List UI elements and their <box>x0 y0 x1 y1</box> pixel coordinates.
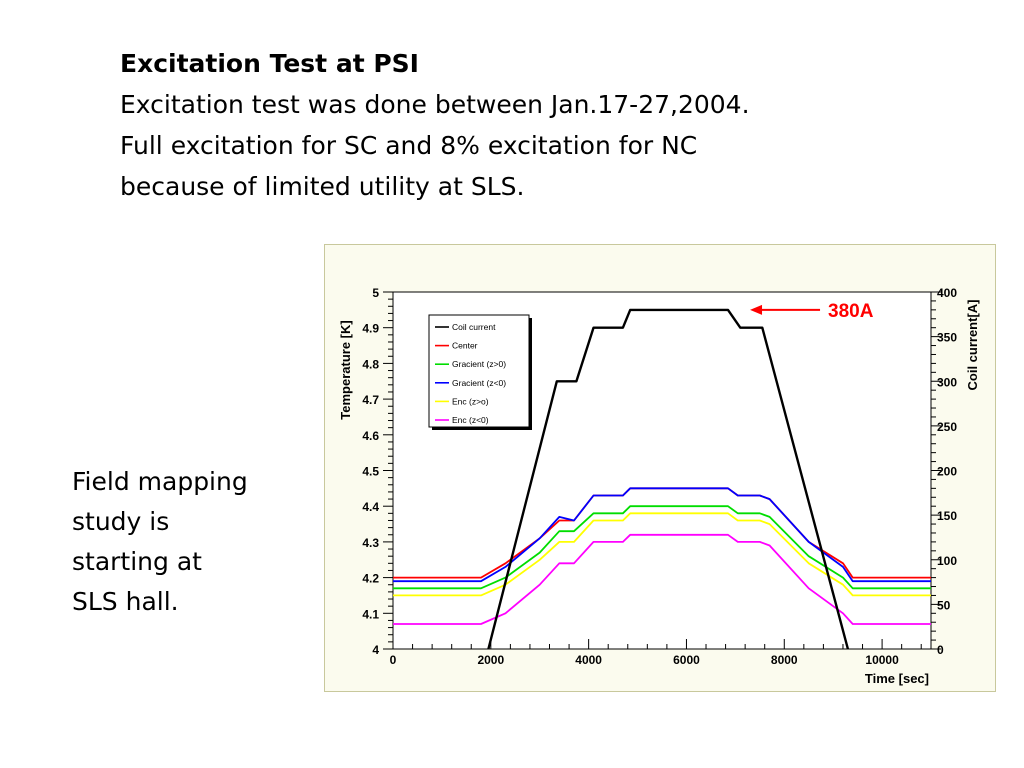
legend-label: Enc (z>o) <box>452 396 489 406</box>
y2-tick-label: 0 <box>937 643 944 657</box>
x-tick-label: 6000 <box>673 653 700 667</box>
legend-label: Center <box>452 341 478 351</box>
y2-tick-label: 400 <box>937 286 957 300</box>
y2-tick-label: 300 <box>937 375 957 389</box>
side-note-line-3: starting at <box>72 547 202 576</box>
legend-items: Coil current Center Gracient (z>0) Gracient… <box>435 322 506 425</box>
y-tick-label: 4.5 <box>362 465 379 479</box>
legend-label: Gracient (z>0) <box>452 359 506 369</box>
series-line <box>393 487 931 583</box>
y2-tick-label: 350 <box>937 331 957 345</box>
x-tick-label: 10000 <box>865 653 899 667</box>
side-note-line-1: Field mapping <box>72 467 248 496</box>
y-axis-label: Temperature [K] <box>338 320 353 419</box>
ticks-layer: 44.14.24.34.44.54.64.74.84.9505010015020… <box>362 286 957 667</box>
y2-tick-label: 200 <box>937 465 957 479</box>
x-tick-label: 0 <box>390 653 397 667</box>
legend-box <box>428 314 530 428</box>
side-note-line-4: SLS hall. <box>72 587 179 616</box>
y-tick-label: 4.4 <box>362 500 379 514</box>
y2-tick-label: 100 <box>937 554 957 568</box>
x-axis-label: Time [sec] <box>865 671 929 686</box>
y-tick-label: 4 <box>372 643 379 657</box>
y-tick-label: 4.1 <box>362 607 379 621</box>
side-note: Field mapping study is starting at SLS h… <box>72 462 312 622</box>
legend-label: Gracient (z<0) <box>452 378 506 388</box>
y-tick-label: 4.6 <box>362 429 379 443</box>
header-line-3: because of limited utility at SLS. <box>120 172 525 201</box>
series-line <box>393 512 931 597</box>
y-tick-label: 4.2 <box>362 572 379 586</box>
legend: Coil current Center Gracient (z>0) Gracient… <box>428 314 532 430</box>
slide-header: Excitation Test at PSI Excitation test w… <box>120 44 980 207</box>
legend-label: Coil current <box>452 322 496 332</box>
y2-tick-label: 250 <box>937 420 957 434</box>
y-tick-label: 4.9 <box>362 322 379 336</box>
x-tick-label: 8000 <box>771 653 798 667</box>
header-line-1: Excitation test was done between Jan.17-… <box>120 90 750 119</box>
x-tick-label: 2000 <box>477 653 504 667</box>
series-line <box>487 308 850 650</box>
y2-tick-label: 150 <box>937 509 957 523</box>
header-line-2: Full excitation for SC and 8% excitation… <box>120 131 698 160</box>
series-line <box>393 533 931 625</box>
series-layer <box>393 308 931 650</box>
y-tick-label: 4.3 <box>362 536 379 550</box>
chart-svg: 44.14.24.34.44.54.64.74.84.9505010015020… <box>338 286 980 686</box>
annotation-label: 380A <box>828 301 874 322</box>
y-tick-label: 4.8 <box>362 357 379 371</box>
y-tick-label: 5 <box>372 286 379 300</box>
annotation-layer: 380A <box>750 301 874 322</box>
chart-figure: 4 4.1 4.2 4.3 4.4 4.5 4.6 4.7 4.8 4.9 5 0 50 100 150 20… <box>324 244 996 692</box>
y-tick-label: 4.7 <box>362 393 379 407</box>
x-tick-label: 4000 <box>575 653 602 667</box>
legend-label: Enc (z<0) <box>452 415 489 425</box>
y2-axis-label: Coil current[A] <box>965 300 980 391</box>
slide-title: Excitation Test at PSI <box>120 49 419 78</box>
series-line <box>393 505 931 590</box>
y2-tick-label: 50 <box>937 598 951 612</box>
annotation-arrow-head <box>750 304 763 315</box>
side-note-line-2: study is <box>72 507 170 536</box>
